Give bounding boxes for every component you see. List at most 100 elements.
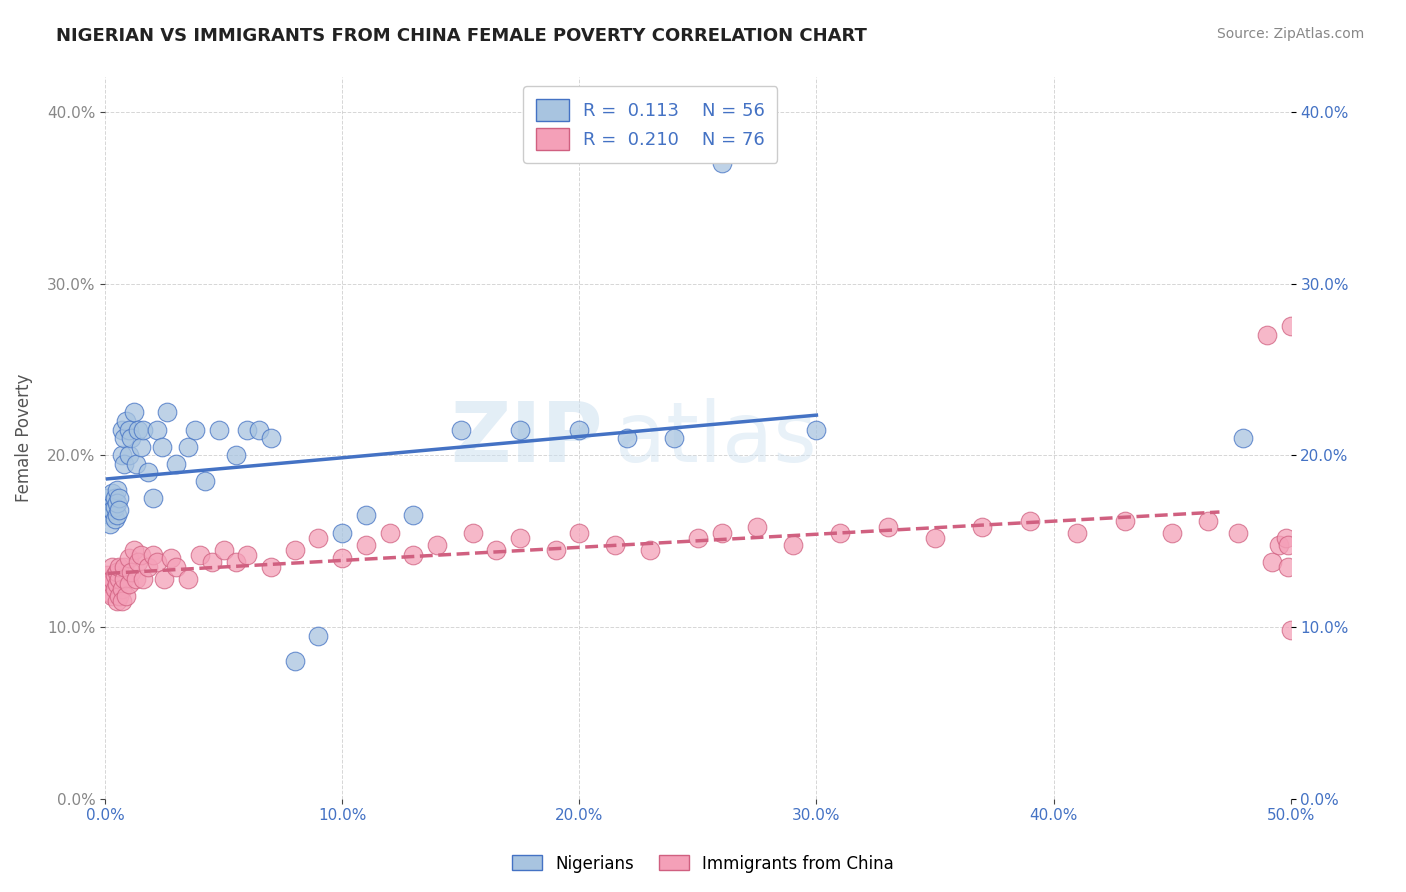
- Point: [177, 440, 200, 454]
- Point: [101, 486, 124, 500]
- Point: [426, 538, 449, 552]
- Point: [603, 538, 626, 552]
- Point: [120, 565, 142, 579]
- Point: [1066, 525, 1088, 540]
- Point: [354, 508, 377, 523]
- Point: [1279, 319, 1302, 334]
- Point: [662, 431, 685, 445]
- Point: [1227, 525, 1250, 540]
- Point: [108, 572, 131, 586]
- Point: [105, 483, 128, 497]
- Point: [402, 508, 425, 523]
- Point: [127, 555, 149, 569]
- Point: [1018, 514, 1040, 528]
- Point: [378, 525, 401, 540]
- Point: [112, 560, 135, 574]
- Y-axis label: Female Poverty: Female Poverty: [15, 374, 32, 502]
- Point: [1260, 555, 1282, 569]
- Point: [141, 548, 163, 562]
- Point: [141, 491, 163, 506]
- Point: [96, 491, 118, 506]
- Point: [188, 548, 211, 562]
- Point: [165, 560, 187, 574]
- Point: [640, 542, 662, 557]
- Point: [111, 582, 134, 597]
- Point: [1232, 431, 1254, 445]
- Point: [104, 568, 127, 582]
- Point: [782, 538, 804, 552]
- Text: Source: ZipAtlas.com: Source: ZipAtlas.com: [1216, 27, 1364, 41]
- Point: [686, 531, 709, 545]
- Point: [972, 520, 994, 534]
- Point: [132, 423, 155, 437]
- Point: [184, 423, 207, 437]
- Point: [115, 589, 138, 603]
- Point: [118, 577, 141, 591]
- Point: [568, 525, 591, 540]
- Point: [616, 431, 638, 445]
- Point: [101, 589, 124, 603]
- Point: [461, 525, 484, 540]
- Point: [96, 568, 118, 582]
- Point: [745, 520, 768, 534]
- Point: [118, 423, 141, 437]
- Point: [284, 542, 307, 557]
- Point: [284, 654, 307, 668]
- Point: [225, 555, 247, 569]
- Point: [96, 500, 118, 514]
- Point: [129, 440, 152, 454]
- Legend: R =  0.113    N = 56, R =  0.210    N = 76: R = 0.113 N = 56, R = 0.210 N = 76: [523, 87, 778, 163]
- Legend: Nigerians, Immigrants from China: Nigerians, Immigrants from China: [505, 848, 901, 880]
- Point: [260, 560, 283, 574]
- Point: [111, 594, 134, 608]
- Point: [710, 156, 733, 170]
- Point: [260, 431, 283, 445]
- Point: [308, 629, 330, 643]
- Point: [1256, 328, 1278, 343]
- Point: [153, 572, 176, 586]
- Point: [118, 551, 141, 566]
- Point: [105, 496, 128, 510]
- Point: [509, 531, 531, 545]
- Point: [1161, 525, 1184, 540]
- Point: [101, 503, 124, 517]
- Point: [127, 423, 149, 437]
- Point: [125, 457, 148, 471]
- Point: [98, 585, 121, 599]
- Text: ZIP: ZIP: [450, 398, 603, 479]
- Point: [105, 508, 128, 523]
- Point: [236, 423, 259, 437]
- Point: [104, 500, 127, 514]
- Point: [105, 565, 128, 579]
- Point: [876, 520, 898, 534]
- Point: [146, 555, 169, 569]
- Point: [112, 572, 135, 586]
- Point: [101, 572, 124, 586]
- Point: [308, 531, 330, 545]
- Point: [1275, 531, 1298, 545]
- Point: [111, 423, 134, 437]
- Point: [247, 423, 270, 437]
- Point: [1197, 514, 1219, 528]
- Point: [1279, 624, 1302, 638]
- Point: [924, 531, 946, 545]
- Text: atlas: atlas: [614, 398, 817, 479]
- Point: [236, 548, 259, 562]
- Point: [125, 572, 148, 586]
- Point: [177, 572, 200, 586]
- Point: [104, 491, 127, 506]
- Point: [165, 457, 187, 471]
- Point: [120, 431, 142, 445]
- Point: [1267, 538, 1289, 552]
- Point: [225, 448, 247, 462]
- Point: [129, 548, 152, 562]
- Point: [122, 542, 145, 557]
- Text: NIGERIAN VS IMMIGRANTS FROM CHINA FEMALE POVERTY CORRELATION CHART: NIGERIAN VS IMMIGRANTS FROM CHINA FEMALE…: [56, 27, 868, 45]
- Point: [1277, 538, 1299, 552]
- Point: [112, 431, 135, 445]
- Point: [122, 405, 145, 419]
- Point: [160, 551, 183, 566]
- Point: [108, 589, 131, 603]
- Point: [105, 577, 128, 591]
- Point: [98, 508, 121, 523]
